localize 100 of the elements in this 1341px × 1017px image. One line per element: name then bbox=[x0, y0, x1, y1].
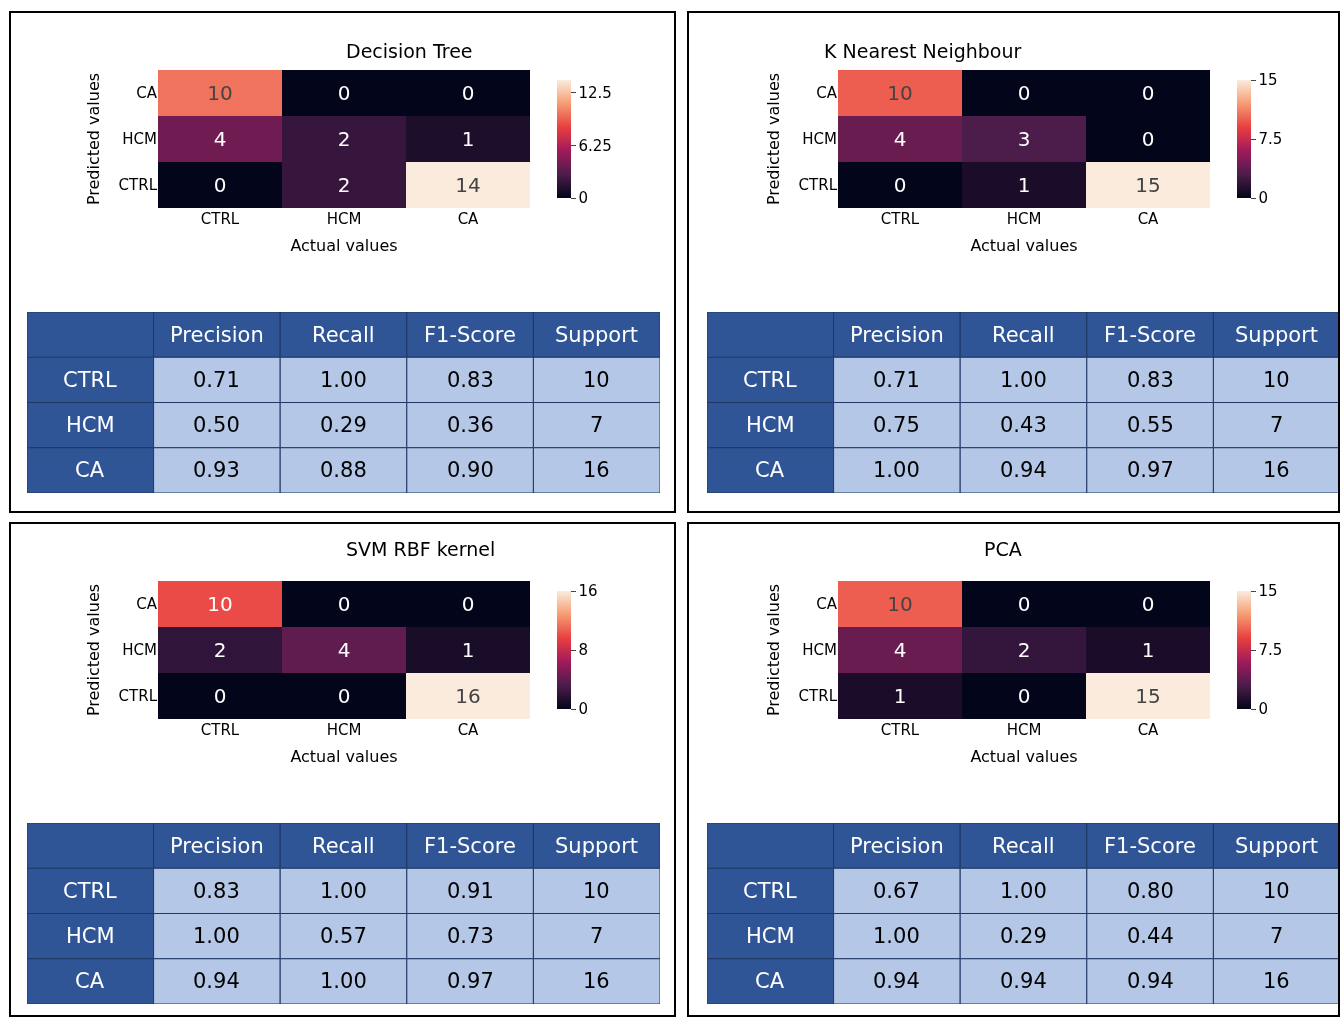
data-label: 0.50 bbox=[193, 413, 240, 437]
data-label: 10 bbox=[1263, 368, 1290, 392]
x-axis-title: Actual values bbox=[970, 746, 1078, 766]
x-tick-label: CA bbox=[457, 721, 480, 739]
data-label: 0.94 bbox=[1127, 969, 1174, 993]
x-tick-label: CA bbox=[1137, 721, 1160, 739]
y-tick-label: HCM bbox=[746, 413, 795, 437]
y-tick-label: CTRL bbox=[798, 687, 838, 706]
x-tick-label: HCM bbox=[1006, 210, 1042, 228]
x-tick-label: Support bbox=[1235, 323, 1319, 347]
data-label: 10 bbox=[887, 592, 913, 616]
data-label: 10 bbox=[207, 592, 233, 616]
y-tick-label: CTRL bbox=[63, 368, 118, 392]
x-tick-label: Precision bbox=[170, 323, 264, 347]
data-label: 10 bbox=[583, 879, 610, 903]
data-label: 0.94 bbox=[1000, 969, 1047, 993]
data-label: 0 bbox=[461, 592, 475, 616]
data-label: 0.71 bbox=[873, 368, 920, 392]
data-label: 0.97 bbox=[447, 969, 494, 993]
x-axis-title: Actual values bbox=[970, 235, 1078, 255]
y-tick-label: CA bbox=[136, 595, 158, 614]
data-label: 0 bbox=[1017, 684, 1031, 708]
y-tick-label: HCM bbox=[66, 413, 115, 437]
data-label: 0.71 bbox=[193, 368, 240, 392]
color-bar-label: 7.5 bbox=[1258, 130, 1283, 149]
data-label: 0.57 bbox=[320, 924, 367, 948]
data-label: 0.83 bbox=[1127, 368, 1174, 392]
color-bar-label: 0 bbox=[1258, 189, 1269, 208]
data-label: 0.29 bbox=[320, 413, 367, 437]
color-bar-label: 15 bbox=[1258, 71, 1278, 90]
data-label: 7 bbox=[590, 924, 604, 948]
y-tick-label: HCM bbox=[746, 924, 795, 948]
data-label: 0.44 bbox=[1127, 924, 1174, 948]
data-label: 15 bbox=[1135, 173, 1161, 197]
data-label: 1 bbox=[1017, 173, 1031, 197]
data-label: 7 bbox=[1270, 924, 1284, 948]
color-bar-label: 8 bbox=[578, 641, 589, 660]
data-label: 0.29 bbox=[1000, 924, 1047, 948]
y-tick-label: CTRL bbox=[118, 176, 158, 195]
x-tick-label: CTRL bbox=[200, 721, 240, 739]
y-tick-label: HCM bbox=[802, 641, 837, 660]
y-tick-label: CA bbox=[75, 969, 105, 993]
data-label: 0 bbox=[1017, 592, 1031, 616]
y-tick-label: CA bbox=[755, 969, 785, 993]
chart-title: K Nearest Neighbour bbox=[824, 40, 1022, 62]
x-tick-label: Precision bbox=[170, 834, 264, 858]
color-bar-label: 12.5 bbox=[578, 83, 612, 102]
data-label: 0 bbox=[213, 173, 227, 197]
data-label: 1 bbox=[1141, 638, 1155, 662]
x-tick-label: Recall bbox=[312, 323, 375, 347]
data-label: 7 bbox=[590, 413, 604, 437]
data-label: 1.00 bbox=[320, 368, 367, 392]
color-bar-label: 15 bbox=[1258, 582, 1278, 601]
data-label: 1.00 bbox=[320, 969, 367, 993]
data-label: 0.67 bbox=[873, 879, 920, 903]
data-label: 4 bbox=[337, 638, 351, 662]
y-tick-label: HCM bbox=[122, 130, 157, 149]
data-label: 0.97 bbox=[1127, 458, 1174, 482]
data-label: 0 bbox=[337, 684, 351, 708]
data-label: 0 bbox=[1141, 592, 1155, 616]
data-label: 16 bbox=[455, 684, 481, 708]
data-label: 16 bbox=[1263, 969, 1290, 993]
data-label: 0.91 bbox=[447, 879, 494, 903]
data-label: 1.00 bbox=[873, 458, 920, 482]
chart-title: PCA bbox=[984, 538, 1022, 560]
x-tick-label: Precision bbox=[850, 834, 944, 858]
color-bar-label: 0 bbox=[1258, 700, 1269, 719]
data-label: 0.90 bbox=[447, 458, 494, 482]
x-tick-label: CTRL bbox=[880, 721, 920, 739]
data-label: 10 bbox=[1263, 879, 1290, 903]
y-axis-title: Predicted values bbox=[764, 583, 784, 717]
y-tick-label: CTRL bbox=[63, 879, 118, 903]
data-label: 2 bbox=[337, 173, 351, 197]
data-label: 0 bbox=[461, 81, 475, 105]
data-label: 10 bbox=[207, 81, 233, 105]
color-bar-label: 7.5 bbox=[1258, 641, 1283, 660]
x-tick-label: CTRL bbox=[200, 210, 240, 228]
y-tick-label: CA bbox=[755, 458, 785, 482]
y-tick-label: HCM bbox=[802, 130, 837, 149]
data-label: 0 bbox=[893, 173, 907, 197]
data-label: 0.80 bbox=[1127, 879, 1174, 903]
data-label: 0.94 bbox=[873, 969, 920, 993]
data-label: 15 bbox=[1135, 684, 1161, 708]
data-label: 7 bbox=[1270, 413, 1284, 437]
data-label: 0 bbox=[1141, 81, 1155, 105]
data-label: 0.94 bbox=[193, 969, 240, 993]
data-label: 14 bbox=[455, 173, 481, 197]
x-tick-label: HCM bbox=[1006, 721, 1042, 739]
data-label: 3 bbox=[1017, 127, 1031, 151]
data-label: 1 bbox=[461, 638, 475, 662]
data-label: 0.94 bbox=[1000, 458, 1047, 482]
data-label: 0.83 bbox=[447, 368, 494, 392]
x-tick-label: Support bbox=[555, 834, 639, 858]
y-tick-label: CA bbox=[816, 595, 838, 614]
data-label: 10 bbox=[583, 368, 610, 392]
data-label: 0.83 bbox=[193, 879, 240, 903]
data-label: 1.00 bbox=[193, 924, 240, 948]
color-bar-label: 0 bbox=[578, 189, 589, 208]
data-label: 0.43 bbox=[1000, 413, 1047, 437]
data-label: 16 bbox=[583, 969, 610, 993]
